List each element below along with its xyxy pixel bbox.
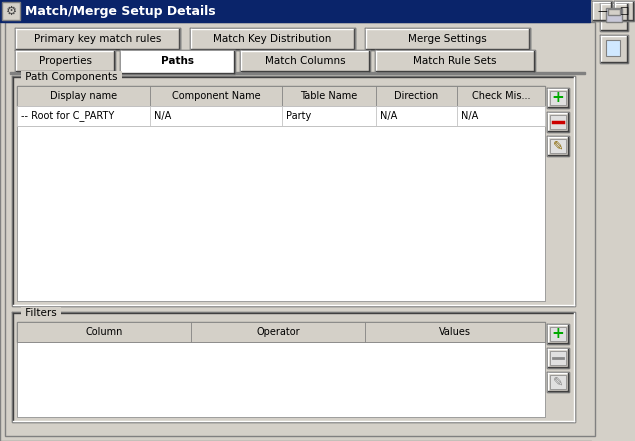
Text: Merge Settings: Merge Settings — [408, 34, 487, 44]
Text: Values: Values — [439, 327, 471, 337]
Text: Component Name: Component Name — [171, 91, 260, 101]
Bar — [606, 8, 622, 22]
Bar — [2, 2, 20, 20]
Bar — [365, 28, 530, 50]
Bar — [15, 50, 115, 72]
Text: Party: Party — [286, 111, 312, 121]
Bar — [547, 348, 569, 368]
Text: Match Columns: Match Columns — [265, 56, 345, 66]
Bar — [547, 324, 569, 344]
Text: Properties: Properties — [39, 56, 91, 66]
Text: Display name: Display name — [50, 91, 117, 101]
Text: ✎: ✎ — [552, 139, 563, 153]
Bar — [17, 342, 545, 417]
Bar — [0, 0, 590, 22]
Bar — [547, 112, 569, 132]
Bar — [283, 106, 375, 126]
Text: Primary key match rules: Primary key match rules — [34, 34, 161, 44]
Bar — [191, 322, 366, 342]
Text: +: + — [552, 326, 565, 341]
Bar — [15, 28, 180, 50]
Bar — [457, 106, 545, 126]
Bar — [366, 322, 545, 342]
Text: N/A: N/A — [154, 111, 171, 121]
Text: Paths: Paths — [161, 56, 194, 66]
Text: Match Rule Sets: Match Rule Sets — [413, 56, 497, 66]
Bar — [550, 139, 566, 153]
Text: Table Name: Table Name — [300, 91, 358, 101]
Text: ⚙: ⚙ — [5, 4, 17, 18]
Text: Column: Column — [86, 327, 123, 337]
Bar — [608, 9, 620, 15]
Bar — [10, 72, 585, 74]
Bar — [375, 50, 535, 72]
Bar — [17, 322, 545, 342]
Bar — [283, 86, 375, 106]
Bar — [547, 136, 569, 156]
Bar — [550, 327, 566, 341]
Text: Direction: Direction — [394, 91, 439, 101]
Bar — [17, 86, 545, 106]
Bar — [375, 106, 457, 126]
Bar — [592, 1, 612, 21]
Bar — [120, 50, 235, 74]
Bar — [547, 88, 569, 108]
Text: Filters: Filters — [22, 308, 60, 318]
Bar — [614, 1, 634, 21]
Text: Operator: Operator — [257, 327, 300, 337]
Bar — [17, 106, 545, 126]
Bar — [190, 28, 355, 50]
Text: Match/Merge Setup Details: Match/Merge Setup Details — [25, 4, 216, 18]
Bar — [375, 86, 457, 106]
Bar — [150, 106, 283, 126]
Bar — [150, 86, 283, 106]
Bar — [17, 106, 150, 126]
Bar — [592, 0, 635, 441]
Bar — [547, 372, 569, 392]
Text: +: + — [552, 90, 565, 105]
Bar — [17, 322, 191, 342]
Bar — [12, 76, 575, 306]
Text: Check Mis...: Check Mis... — [472, 91, 530, 101]
Bar — [600, 35, 628, 63]
Bar — [17, 126, 545, 301]
Bar — [550, 375, 566, 389]
Bar — [550, 91, 566, 105]
Text: Path Components: Path Components — [22, 72, 121, 82]
Bar — [12, 312, 575, 422]
Text: ✎: ✎ — [552, 375, 563, 389]
Bar — [240, 50, 370, 72]
Bar — [600, 3, 628, 31]
Bar — [457, 86, 545, 106]
Text: N/A: N/A — [380, 111, 397, 121]
Text: Match Key Distribution: Match Key Distribution — [213, 34, 331, 44]
Text: -- Root for C_PARTY: -- Root for C_PARTY — [21, 111, 114, 121]
Bar — [606, 40, 620, 56]
Bar — [550, 115, 566, 129]
Text: □: □ — [619, 6, 629, 16]
Bar — [17, 86, 150, 106]
Bar — [550, 351, 566, 365]
Text: —: — — [597, 6, 607, 16]
Text: N/A: N/A — [462, 111, 479, 121]
